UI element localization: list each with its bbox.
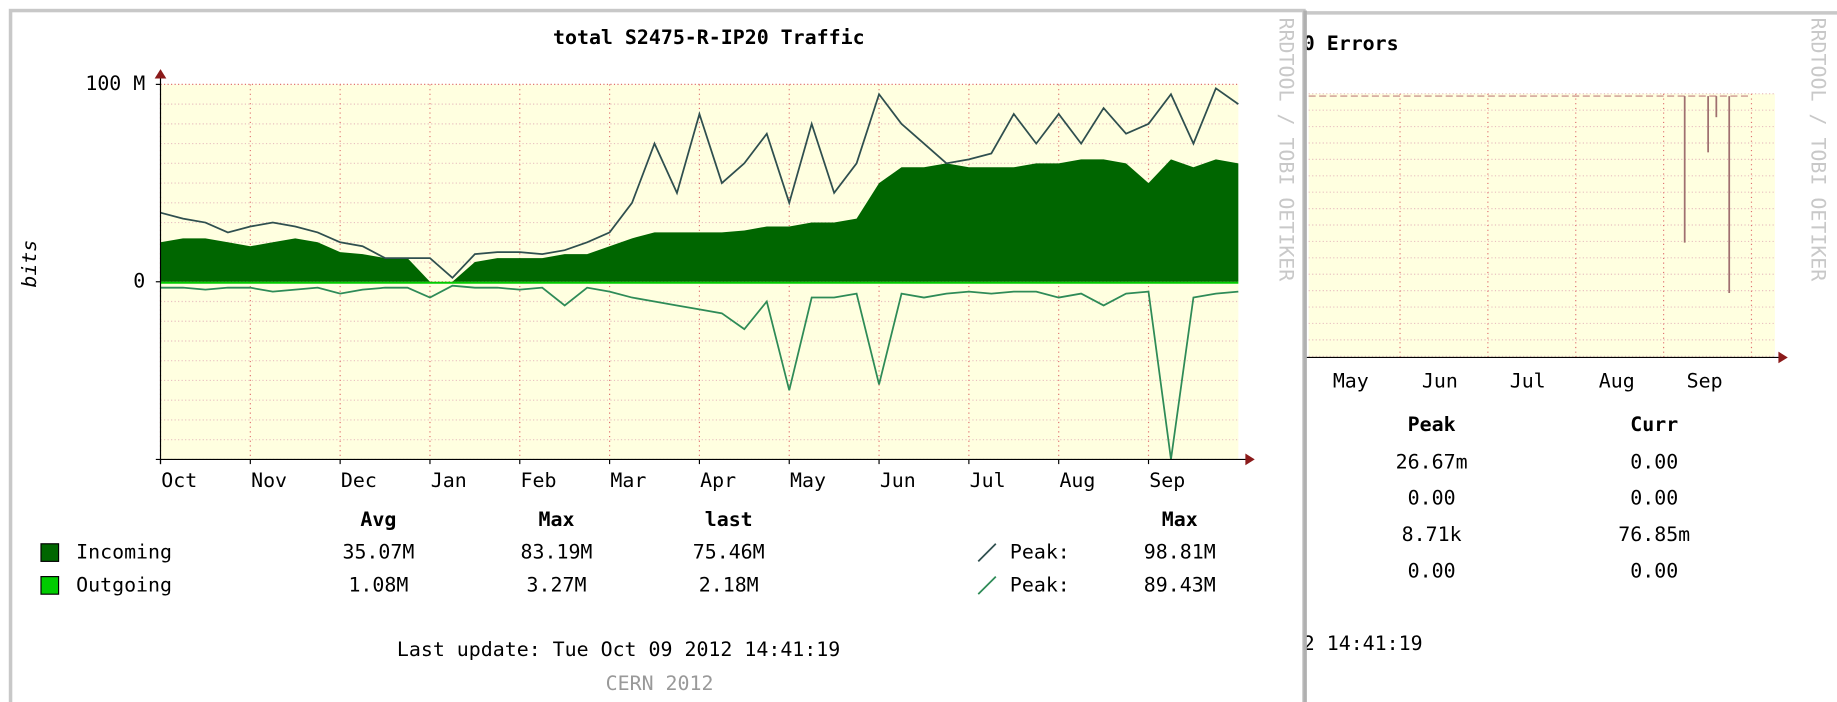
y-arrow <box>154 69 167 79</box>
chart-title: total S2475-R-IP20 Traffic <box>553 26 865 49</box>
legend-label: Outgoing <box>76 573 172 596</box>
last-update: Last update: Tue Oct 09 2012 14:41:19 <box>397 638 840 661</box>
x-tick-label: Dec <box>341 469 377 492</box>
table-cell: 0.00 <box>1630 487 1678 510</box>
table-cell: 76.85m <box>1618 523 1690 546</box>
table-cell: 0.00 <box>1630 559 1678 582</box>
legend-stat: 89.43M <box>1144 573 1216 596</box>
x-tick-label: Jan <box>431 469 467 492</box>
x-tick-label: Nov <box>251 469 287 492</box>
legend-stat: 35.07M <box>342 541 414 564</box>
x-tick-label: Mar <box>610 469 646 492</box>
legend-header: Max <box>539 508 575 531</box>
x-tick-label: Jul <box>970 469 1006 492</box>
x-arrow <box>1245 453 1255 466</box>
y-tick-label: 100 M <box>85 72 145 95</box>
legend-header: Avg <box>360 508 396 531</box>
table-cell: 26.67m <box>1396 450 1468 473</box>
legend-line-icon <box>977 543 997 562</box>
x-tick-label: Apr <box>700 469 736 492</box>
legend-stat: 75.46M <box>693 541 765 564</box>
x-tick-label: Aug <box>1059 469 1095 492</box>
table-cell: 0.00 <box>1630 450 1678 473</box>
x-tick-label: Jul <box>1510 370 1546 393</box>
table-header: Curr <box>1630 413 1678 436</box>
legend-stat: 83.19M <box>521 541 593 564</box>
legend-header: last <box>705 508 753 531</box>
last-update: 2 14:41:19 <box>1303 632 1423 655</box>
legend-label: Incoming <box>76 541 172 564</box>
area <box>160 159 1239 282</box>
x-tick-label: Aug <box>1599 370 1635 393</box>
legend-stat: 3.27M <box>527 573 587 596</box>
x-tick-label: Oct <box>161 469 197 492</box>
legend-header: Max <box>1162 508 1198 531</box>
legend-stat: 1.08M <box>348 573 408 596</box>
legend-swatch <box>40 576 60 595</box>
table-cell: 8.71k <box>1402 523 1462 546</box>
watermark: RRDTOOL / TOBI OETIKER <box>1807 18 1830 282</box>
x-tick-label: Sep <box>1687 370 1723 393</box>
legend-stat: 98.81M <box>1144 541 1216 564</box>
legend-line-icon <box>977 575 997 595</box>
y-tick-label: 0 <box>133 269 145 292</box>
y-axis-label: bits <box>18 240 41 288</box>
errors-graph: 0 Errors RRDTOOL / TOBI OETIKER May Jun Jul A… <box>1303 11 1837 655</box>
legend-swatch <box>40 543 60 562</box>
x-tick-label: Feb <box>521 469 557 492</box>
line <box>160 86 1239 280</box>
x-tick-label: Jun <box>880 469 916 492</box>
area <box>160 281 1239 284</box>
line <box>160 284 1239 460</box>
x-tick-label: May <box>1333 370 1369 393</box>
legend-label: Peak: <box>1010 573 1070 596</box>
table-cell: 0.00 <box>1408 487 1456 510</box>
legend-stat: 2.18M <box>699 573 759 596</box>
credit: CERN 2012 <box>606 672 714 695</box>
x-arrow <box>1778 351 1788 364</box>
x-tick-label: Sep <box>1149 469 1185 492</box>
x-tick-label: Jun <box>1422 370 1458 393</box>
plot-area <box>1308 93 1775 358</box>
watermark: RRDTOOL / TOBI OETIKER <box>1275 18 1298 282</box>
x-tick-label: May <box>790 469 826 492</box>
traffic-graph: total S2475-R-IP20 Traffic bits RRDTOOL / … <box>18 18 1298 695</box>
table-header: Peak <box>1408 413 1456 436</box>
panel-title: 0 Errors <box>1303 32 1399 55</box>
table-cell: 0.00 <box>1408 559 1456 582</box>
legend-label: Peak: <box>1010 541 1070 564</box>
